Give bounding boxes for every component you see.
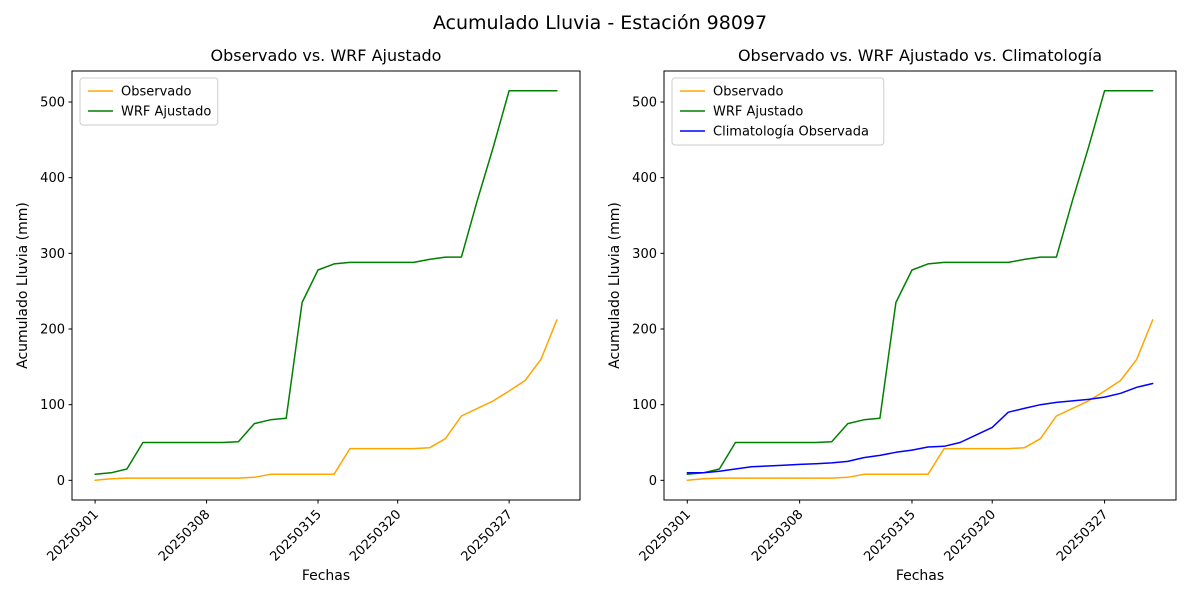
x-tick-label: 20250320 [347,507,404,564]
series-line-wrf-ajustado [686,89,1154,476]
subplot-left: 0 100 200 300 400 500 20250301 20250308 20250315… [15,46,581,584]
y-axis-label: Acumulado Lluvia (mm) [15,202,31,369]
x-tick-label: 20250315 [861,507,918,564]
x-axis-label: Fechas [302,568,350,584]
axes-frame [71,70,581,501]
y-tick-label: 0 [57,474,65,489]
figure-title: Acumulado Lluvia - Estación 98097 [432,12,768,34]
x-axis-label: Fechas [896,568,944,584]
y-tick-label: 200 [632,323,657,338]
x-tick-label: 20250327 [459,507,516,564]
legend-label-wrf-ajustado: WRF Ajustado [121,105,211,120]
y-tick-label: 500 [40,96,65,111]
series-line-observado [686,319,1154,482]
y-tick-label: 500 [632,96,657,111]
y-tick-label: 400 [40,171,65,186]
x-tick-label: 20250301 [45,507,102,564]
x-tick-label: 20250320 [942,507,999,564]
x-tick-label: 20250327 [1054,507,1111,564]
legend-label-wrf-ajustado: WRF Ajustado [713,105,803,120]
series-line-climatologia-observada [686,382,1154,474]
y-tick-label: 0 [649,474,657,489]
y-tick-label: 300 [632,247,657,262]
subplot-title: Observado vs. WRF Ajustado [211,46,442,65]
x-tick-label: 20250308 [156,507,213,564]
legend-box [671,77,885,146]
series-line-observado [94,319,558,482]
y-tick-label: 100 [40,398,65,413]
y-tick-label: 100 [632,398,657,413]
legend-label-observado: Observado [121,85,192,100]
y-tick-label: 300 [40,247,65,262]
legend-label-climatologia-observada: Climatología Observada [713,125,869,140]
series-line-wrf-ajustado [94,89,558,476]
subplot-right: 0 100 200 300 400 500 20250301 20250308 20250315… [607,46,1177,584]
subplot-title: Observado vs. WRF Ajustado vs. Climatolo… [738,46,1102,65]
legend-label-observado: Observado [713,85,784,100]
x-tick-label: 20250301 [637,507,694,564]
x-tick-label: 20250308 [749,507,806,564]
x-tick-label: 20250315 [267,507,324,564]
legend-box [79,77,219,126]
y-tick-label: 200 [40,323,65,338]
y-tick-label: 400 [632,171,657,186]
y-axis-label: Acumulado Lluvia (mm) [607,202,623,369]
